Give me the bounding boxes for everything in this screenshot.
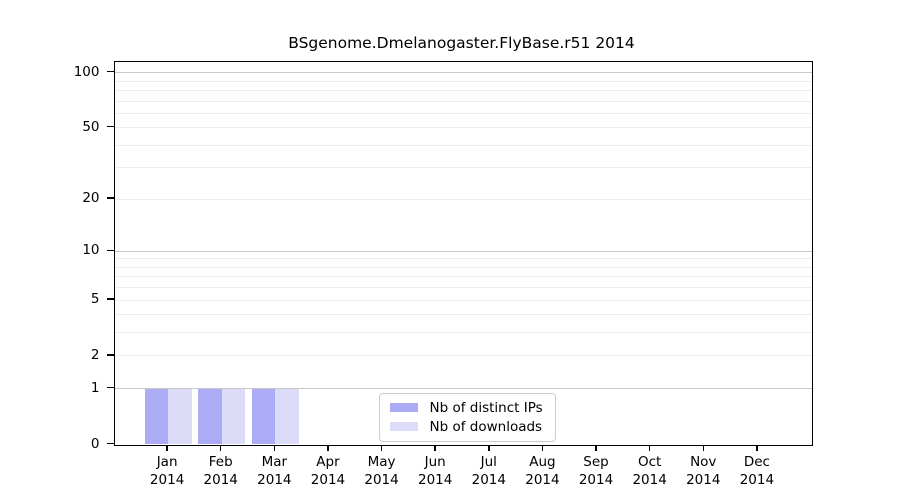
x-axis-tick bbox=[488, 445, 490, 451]
minor-gridline bbox=[114, 355, 812, 357]
major-gridline bbox=[114, 72, 812, 74]
minor-gridline bbox=[114, 112, 812, 114]
x-tick-label: Oct 2014 bbox=[632, 453, 667, 488]
x-tick-label: Jul 2014 bbox=[471, 453, 506, 488]
minor-gridline bbox=[114, 276, 812, 278]
legend: Nb of distinct IPs Nb of downloads bbox=[378, 392, 556, 442]
bar-distinct-ips bbox=[251, 388, 276, 445]
x-axis-tick bbox=[756, 445, 758, 451]
x-axis-tick bbox=[595, 445, 597, 451]
x-axis-tick bbox=[648, 445, 651, 451]
major-gridline bbox=[114, 250, 812, 252]
minor-gridline bbox=[114, 299, 812, 301]
x-tick-label: Feb 2014 bbox=[203, 453, 238, 488]
legend-row: Nb of downloads bbox=[389, 418, 543, 435]
x-axis-tick bbox=[541, 445, 544, 451]
x-tick-label: Jun 2014 bbox=[418, 453, 453, 488]
legend-label: Nb of downloads bbox=[429, 418, 543, 435]
y-tick-label: 5 bbox=[90, 291, 100, 308]
bar-downloads bbox=[275, 388, 299, 445]
bar-distinct-ips bbox=[198, 388, 222, 445]
x-axis-tick bbox=[219, 445, 222, 451]
legend-row: Nb of distinct IPs bbox=[389, 399, 543, 416]
y-tick-label: 10 bbox=[82, 242, 100, 259]
x-axis-tick bbox=[380, 445, 383, 451]
minor-gridline bbox=[114, 127, 812, 129]
minor-gridline bbox=[114, 80, 812, 82]
y-tick-label: 20 bbox=[82, 190, 100, 207]
minor-gridline bbox=[114, 198, 812, 200]
y-axis-tick bbox=[107, 197, 114, 199]
minor-gridline bbox=[114, 266, 812, 268]
x-tick-label: May 2014 bbox=[364, 453, 399, 488]
y-axis-tick bbox=[107, 125, 114, 128]
x-axis-tick bbox=[327, 445, 329, 451]
minor-gridline bbox=[114, 144, 812, 146]
y-axis-tick bbox=[107, 70, 114, 73]
y-axis-tick bbox=[107, 442, 114, 445]
minor-gridline bbox=[114, 89, 812, 91]
y-axis-tick bbox=[107, 249, 114, 252]
chart-title: BSgenome.Dmelanogaster.FlyBase.r51 2014 bbox=[288, 34, 635, 52]
x-tick-label: Aug 2014 bbox=[525, 453, 560, 488]
minor-gridline bbox=[114, 314, 812, 316]
x-tick-label: Mar 2014 bbox=[257, 453, 292, 488]
minor-gridline bbox=[114, 167, 812, 169]
x-axis-tick bbox=[273, 445, 276, 451]
x-axis-tick bbox=[702, 445, 705, 451]
minor-gridline bbox=[114, 332, 812, 334]
minor-gridline bbox=[114, 287, 812, 289]
plot-area: Nb of distinct IPs Nb of downloads bbox=[113, 60, 813, 446]
major-gridline bbox=[114, 388, 812, 390]
legend-swatch bbox=[389, 403, 418, 412]
bar-distinct-ips bbox=[144, 388, 169, 445]
x-tick-label: Dec 2014 bbox=[739, 453, 775, 488]
x-tick-label: Apr 2014 bbox=[310, 453, 346, 488]
minor-gridline bbox=[114, 100, 812, 102]
y-axis-tick bbox=[107, 298, 114, 300]
bar-downloads bbox=[168, 388, 192, 445]
minor-gridline bbox=[114, 258, 812, 260]
y-tick-label: 1 bbox=[90, 379, 100, 396]
x-tick-label: Nov 2014 bbox=[686, 453, 721, 488]
x-tick-label: Sep 2014 bbox=[578, 453, 614, 488]
y-tick-label: 0 bbox=[90, 435, 100, 452]
bar-downloads bbox=[221, 388, 246, 445]
y-tick-label: 50 bbox=[82, 118, 100, 135]
y-tick-label: 100 bbox=[73, 63, 100, 80]
legend-swatch bbox=[389, 422, 418, 431]
x-axis-tick bbox=[434, 445, 436, 451]
legend-label: Nb of distinct IPs bbox=[429, 399, 543, 416]
y-axis-tick bbox=[107, 386, 114, 389]
x-tick-label: Jan 2014 bbox=[149, 453, 185, 488]
y-axis-tick bbox=[107, 354, 114, 356]
x-axis-tick bbox=[166, 445, 168, 451]
y-tick-label: 2 bbox=[90, 346, 100, 363]
